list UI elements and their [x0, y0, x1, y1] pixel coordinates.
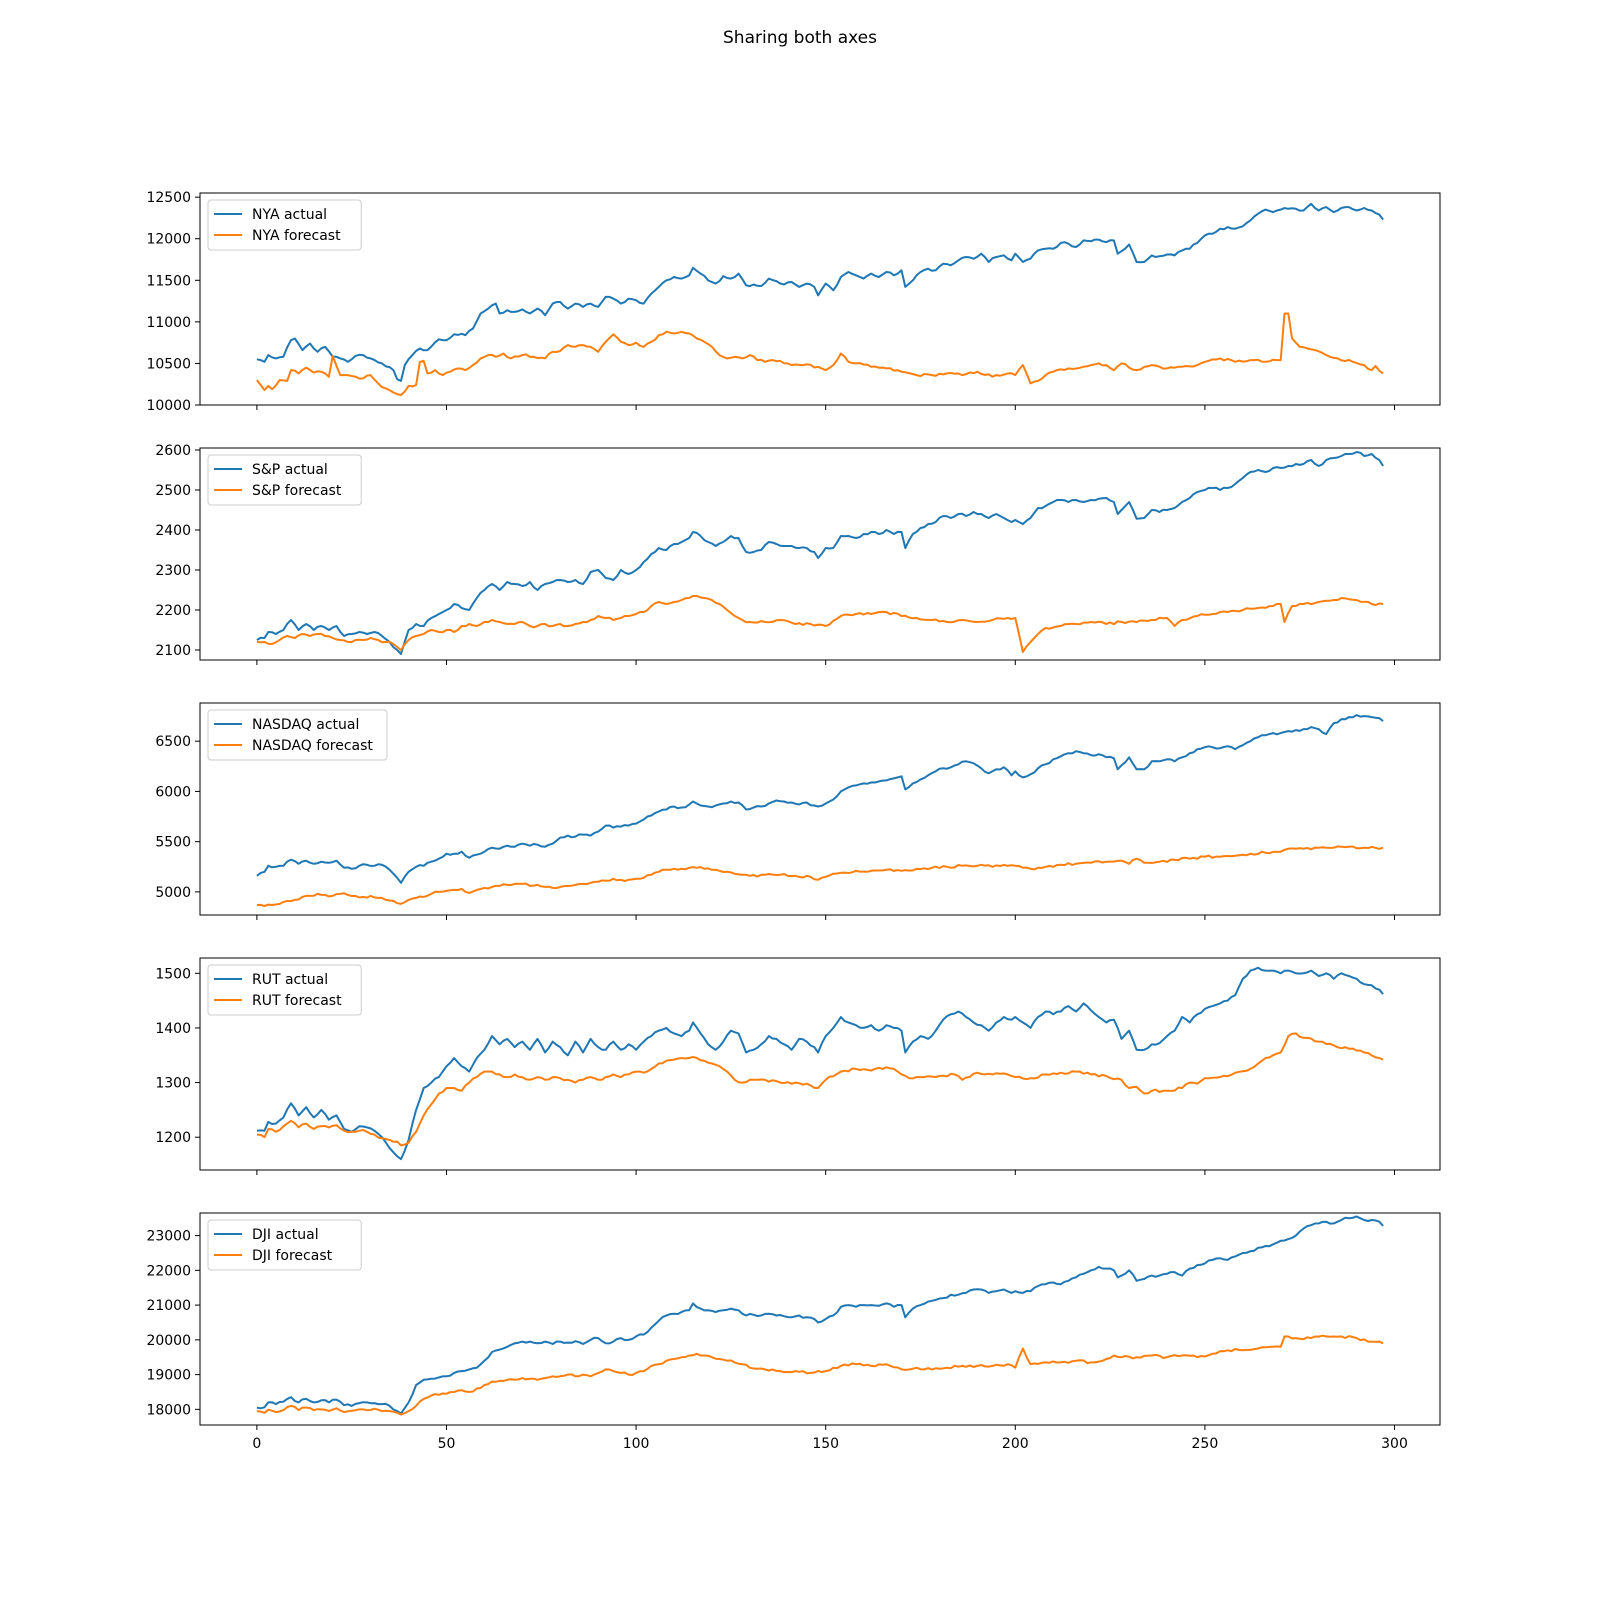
legend: NYA actual NYA forecast	[207, 199, 362, 251]
x-tick-label: 300	[1381, 1436, 1408, 1452]
y-tick-label: 1500	[155, 966, 191, 982]
legend-label: NYA forecast	[252, 228, 341, 244]
legend-label: NASDAQ actual	[252, 717, 359, 733]
legend-box	[207, 199, 362, 251]
series-line-actual	[256, 202, 1384, 382]
x-tick-label: 100	[623, 1436, 650, 1452]
figure-title: Sharing both axes	[723, 28, 877, 48]
legend-label: S&P forecast	[252, 483, 342, 499]
legend-label: RUT actual	[252, 972, 328, 988]
y-tick-label: 6500	[155, 734, 191, 750]
y-tick-label: 2300	[155, 563, 191, 579]
y-tick-label: 12000	[146, 232, 191, 248]
y-tick-label: 2200	[155, 603, 191, 619]
axes-frame	[199, 1212, 1441, 1426]
legend-label: DJI actual	[252, 1227, 319, 1243]
series-line-actual	[256, 1215, 1384, 1415]
legend-box	[207, 964, 362, 1016]
y-tick-label: 2600	[155, 443, 191, 459]
y-tick-label: 11500	[146, 273, 191, 289]
legend-label: NASDAQ forecast	[252, 738, 373, 754]
y-tick-label: 6000	[155, 784, 191, 800]
y-tick-label: 5500	[155, 835, 191, 851]
subplot-5: 18000 19000 20000 21000 22000 23000 0 50 100 150 2…	[146, 1212, 1441, 1452]
y-tick-label: 10500	[146, 356, 191, 372]
x-tick-label: 200	[1002, 1436, 1029, 1452]
legend: NASDAQ actual NASDAQ forecast	[207, 709, 388, 761]
legend-box	[207, 709, 388, 761]
y-tick-label: 2500	[155, 483, 191, 499]
series-line-actual	[256, 451, 1384, 655]
x-tick-label: 50	[438, 1436, 456, 1452]
legend-label: S&P actual	[252, 462, 328, 478]
y-tick-label: 2400	[155, 523, 191, 539]
axes-frame	[199, 702, 1441, 916]
y-tick-label: 1300	[155, 1076, 191, 1092]
legend: RUT actual RUT forecast	[207, 964, 362, 1016]
legend-box	[207, 454, 362, 506]
series-line-forecast	[256, 595, 1384, 653]
y-tick-label: 23000	[146, 1229, 191, 1245]
series-line-forecast	[256, 845, 1384, 907]
y-tick-label: 5000	[155, 885, 191, 901]
series-line-actual	[256, 966, 1384, 1161]
series-line-actual	[256, 714, 1384, 884]
legend-label: DJI forecast	[252, 1248, 333, 1264]
y-tick-label: 10000	[146, 398, 191, 414]
axes-frame	[199, 957, 1441, 1171]
legend-box	[207, 1219, 362, 1271]
legend-label: NYA actual	[252, 207, 327, 223]
axes-frame	[199, 447, 1441, 661]
y-tick-label: 2100	[155, 643, 191, 659]
y-tick-label: 18000	[146, 1402, 191, 1418]
y-tick-label: 22000	[146, 1263, 191, 1279]
x-tick-label: 0	[252, 1436, 261, 1452]
y-tick-label: 12500	[146, 190, 191, 206]
subplot-4: 1200 1300 1400 1500 RUT actual RUT forecast	[155, 957, 1441, 1175]
series-line-forecast	[256, 1032, 1384, 1147]
x-tick-label: 250	[1192, 1436, 1219, 1452]
subplot-3: 5000 5500 6000 6500 NASDAQ actual NASDAQ fore…	[155, 702, 1441, 920]
y-tick-label: 21000	[146, 1298, 191, 1314]
axes-frame	[199, 192, 1441, 406]
y-tick-label: 19000	[146, 1368, 191, 1384]
y-tick-label: 20000	[146, 1333, 191, 1349]
legend-label: RUT forecast	[252, 993, 342, 1009]
series-line-forecast	[256, 312, 1384, 396]
x-tick-label: 150	[812, 1436, 839, 1452]
series-line-forecast	[256, 1334, 1384, 1416]
y-tick-label: 1400	[155, 1021, 191, 1037]
y-tick-label: 1200	[155, 1130, 191, 1146]
subplot-1: 10000 10500 11000 11500 12000 12500 NYA actual…	[146, 190, 1441, 414]
legend: S&P actual S&P forecast	[207, 454, 362, 506]
legend: DJI actual DJI forecast	[207, 1219, 362, 1271]
subplot-2: 2100 2200 2300 2400 2500 2600 S&P actual S&P fo…	[155, 443, 1441, 665]
y-tick-label: 11000	[146, 315, 191, 331]
